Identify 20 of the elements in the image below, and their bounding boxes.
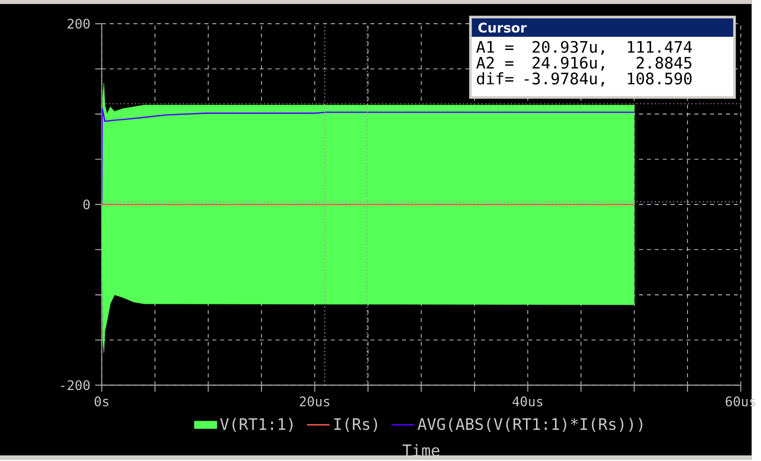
y-tick-label: 0 [83,200,90,210]
annotation: -3.9784u, [524,72,604,87]
annotation: Cursor [478,22,527,33]
legend-label: AVG(ABS(V(RT1:1)*I(Rs))) [418,418,642,432]
y-tick-label: 200 [68,18,90,29]
legend-label: I(Rs) [334,418,378,432]
legend-label: V(RT1:1) [220,418,293,432]
x-tick-label: 0s [94,396,108,407]
x-tick-label: 40us [512,396,542,407]
annotation: A2 = [476,56,514,69]
annotation: A1 = [476,41,514,53]
annotation: dif= [476,72,514,85]
annotation: 24.916u, [532,56,604,71]
x-tick-label: 20us [300,396,330,407]
y-tick-label: -200 [61,380,90,390]
annotation: 111.474 [628,41,692,53]
annotation: 20.937u, [532,41,604,56]
annotation: 108.590 [628,72,692,85]
annotation: 2.8845 [636,56,692,69]
x-axis-title: Time [402,444,440,456]
